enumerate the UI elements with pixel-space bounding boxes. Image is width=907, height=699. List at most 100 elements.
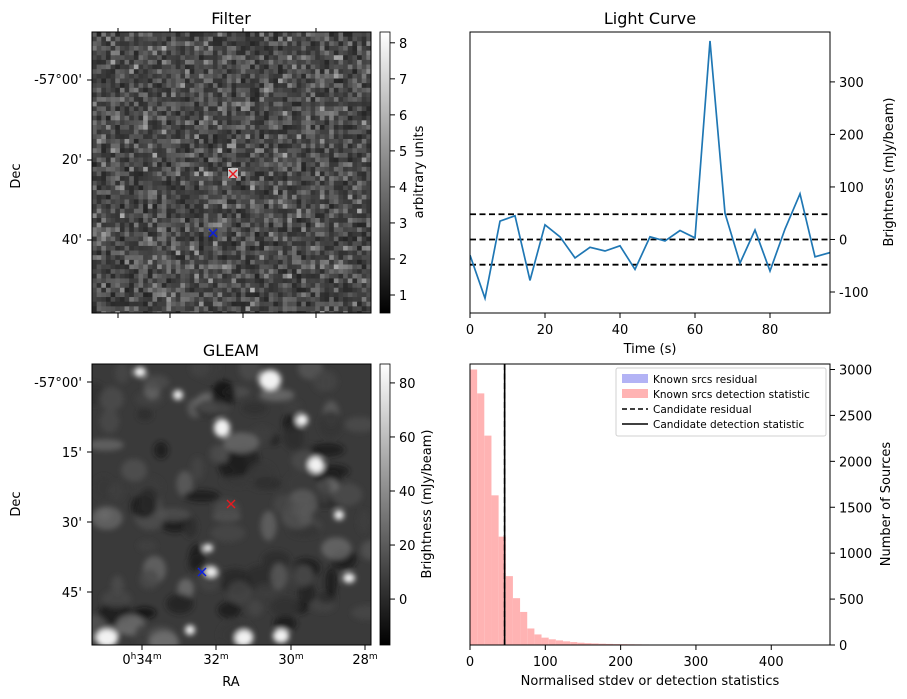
filter-colorbar-tick-label: 2 (399, 253, 407, 268)
gleam-ylabel: Dec (9, 491, 24, 516)
legend-swatch-residual (622, 374, 648, 383)
filter-panel: Filter -57°00' 20' 40' Dec 1 2 3 4 5 6 7 8 arbi… (9, 9, 427, 318)
gleam-colorbar-tick-label: 0 (399, 593, 407, 608)
legend-box (615, 367, 827, 437)
histogram-bar (541, 637, 549, 645)
gleam-noise (100, 409, 119, 434)
gleam-noise (184, 516, 198, 538)
gleam-noise (312, 370, 338, 393)
histogram-bar (484, 435, 492, 645)
lightcurve-xlabel: Time (s) (623, 342, 677, 357)
lightcurve-ylabel: Brightness (mJy/beam) (882, 98, 897, 247)
gleam-noise (114, 364, 130, 384)
filter-colorbar-ticks: 1 2 3 4 5 6 7 8 (390, 37, 407, 304)
gleam-noise (318, 478, 331, 505)
gleam-title: GLEAM (203, 341, 259, 360)
gleam-noise (121, 458, 147, 482)
gleam-ytick-label: 30' (62, 516, 82, 531)
histogram-bar (555, 640, 564, 645)
histogram-ytick-label: 1500 (839, 501, 872, 516)
gleam-xtick-label: 0h34m (122, 652, 161, 668)
histogram-bar (570, 642, 578, 645)
gleam-noise (166, 593, 194, 615)
filter-markers (208, 169, 238, 238)
gleam-noise (259, 388, 295, 402)
gleam-noise (92, 439, 124, 451)
gleam-source (134, 367, 146, 377)
reference-marker (208, 228, 218, 238)
gleam-source (96, 629, 118, 645)
gleam-noise (273, 494, 295, 515)
histogram-ytick-label: 0 (839, 639, 847, 654)
gleam-xtick-label: 28m (352, 652, 377, 668)
histogram-bar (491, 495, 499, 645)
lightcurve-xtick-label: 20 (537, 323, 554, 338)
histogram-ytick-label: 500 (839, 593, 864, 608)
histogram-bar (548, 639, 556, 645)
gleam-noise (221, 475, 254, 487)
gleam-xtick-label: 30m (278, 652, 303, 668)
gleam-noise (176, 471, 193, 497)
gleam-noise (325, 567, 338, 597)
gleam-noise (97, 509, 112, 521)
gleam-noise (223, 432, 259, 454)
gleam-noise (134, 624, 149, 645)
histogram-xtick-label: 300 (684, 655, 709, 670)
gleam-source (173, 390, 183, 400)
gleam-noise (321, 537, 352, 560)
gleam-noise (210, 524, 246, 542)
gleam-frame (91, 363, 372, 646)
gleam-noise (217, 601, 242, 619)
candidate-marker (228, 169, 238, 179)
gleam-xtick-label: 32m (203, 652, 228, 668)
lightcurve-xtick-label: 60 (687, 323, 704, 338)
histogram-bars (470, 364, 814, 645)
gleam-noise (273, 615, 298, 632)
histogram-bar (534, 634, 542, 645)
filter-colorbar-tick-label: 8 (399, 37, 407, 52)
histogram-xlabel: Normalised stdev or detection statistics (521, 674, 780, 689)
gleam-noise (209, 444, 228, 464)
filter-image (92, 32, 371, 313)
gleam-noise (139, 488, 158, 508)
filter-colorbar-label: arbitrary units (412, 125, 427, 218)
gleam-noise (149, 631, 180, 645)
gleam-noise (99, 387, 124, 411)
gleam-noise (238, 364, 261, 381)
gleam-noise (285, 470, 318, 497)
filter-ytick-label: 40' (62, 233, 82, 248)
gleam-noise (284, 400, 302, 414)
legend-label: Known srcs residual (653, 374, 757, 386)
gleam-noise (139, 569, 160, 590)
candidate-marker (226, 499, 236, 509)
histogram-bar (577, 642, 585, 645)
gleam-source (343, 573, 355, 583)
gleam-image (92, 364, 371, 645)
gleam-noise (189, 544, 205, 569)
gleam-noise (155, 508, 191, 522)
filter-colorbar (379, 31, 391, 314)
gleam-source (235, 630, 253, 645)
histogram-bar (477, 393, 485, 645)
gleam-noise (213, 499, 240, 521)
gleam-noise (360, 540, 371, 561)
gleam-noise (137, 408, 153, 421)
gleam-source (308, 457, 324, 473)
gleam-noise (262, 550, 291, 570)
gleam-panel: GLEAM -57°00' 15' 30' 45' Dec 0h34m 32m … (9, 341, 435, 690)
histogram-xtick-label: 200 (608, 655, 633, 670)
filter-title: Filter (211, 9, 251, 28)
lightcurve-ytick-label: 100 (839, 181, 864, 196)
gleam-noise (142, 374, 170, 390)
gleam-noise (242, 402, 267, 415)
histogram-ticks: 0 100 200 300 400 0 500 1000 1500 2000 2500 3000 (466, 364, 872, 670)
gleam-noise (351, 605, 371, 621)
gleam-noise (270, 563, 287, 590)
gleam-noise (197, 562, 222, 592)
gleam-source (214, 419, 230, 437)
gleam-noise (254, 583, 278, 598)
histogram-bar (591, 643, 599, 645)
gleam-noise (286, 564, 314, 589)
gleam-colorbar-tick-label: 80 (399, 377, 416, 392)
histogram-ytick-label: 2500 (839, 409, 872, 424)
